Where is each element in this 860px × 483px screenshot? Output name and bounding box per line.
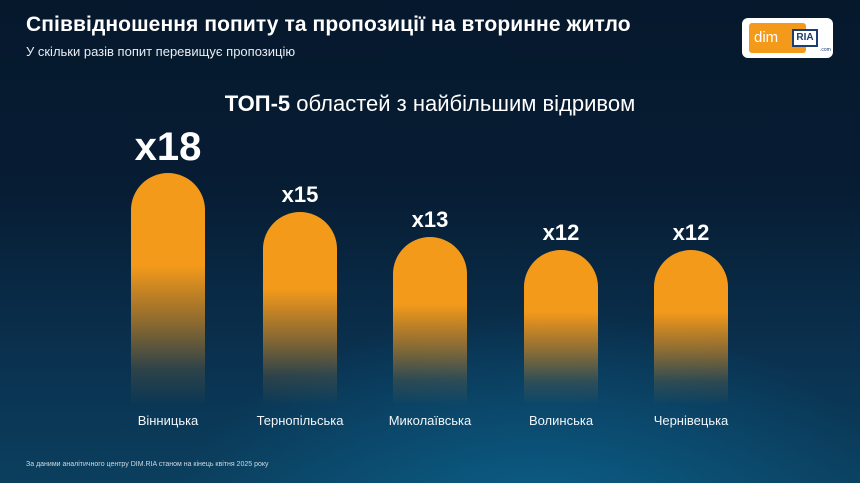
logo-ria-text: RIA [792,29,818,47]
page-subtitle: У скільки разів попит перевищує пропозиц… [26,44,296,59]
bar-5 [654,250,728,405]
bar-2 [263,211,337,405]
page-title: Співвідношення попиту та пропозиції на в… [26,13,631,36]
dimria-logo[interactable]: dim RIA .com [742,18,833,58]
chart-heading: ТОП-5 областей з найбільшим відривом [0,91,860,117]
bar-1 [131,172,205,405]
category-label: Миколаївська [388,413,472,428]
chart-heading-bold: ТОП-5 [224,91,291,116]
category-label: Тернопільська [256,413,344,428]
source-footnote: За даними аналітичного центру DIM.RIA ст… [26,461,269,468]
category-label: Вінницька [137,413,199,428]
category-label: Волинська [528,413,594,428]
category-label: Чернівецька [653,413,729,428]
bar-4 [524,250,598,405]
logo-com-text: .com [820,47,831,53]
value-label: x13 [411,207,449,233]
value-label: x12 [672,220,710,246]
value-label: x15 [281,181,319,207]
bar-3 [393,237,467,405]
value-label: x18 [134,124,202,169]
chart-heading-rest: областей з найбільшим відривом [290,91,636,116]
value-label: x12 [542,220,580,246]
